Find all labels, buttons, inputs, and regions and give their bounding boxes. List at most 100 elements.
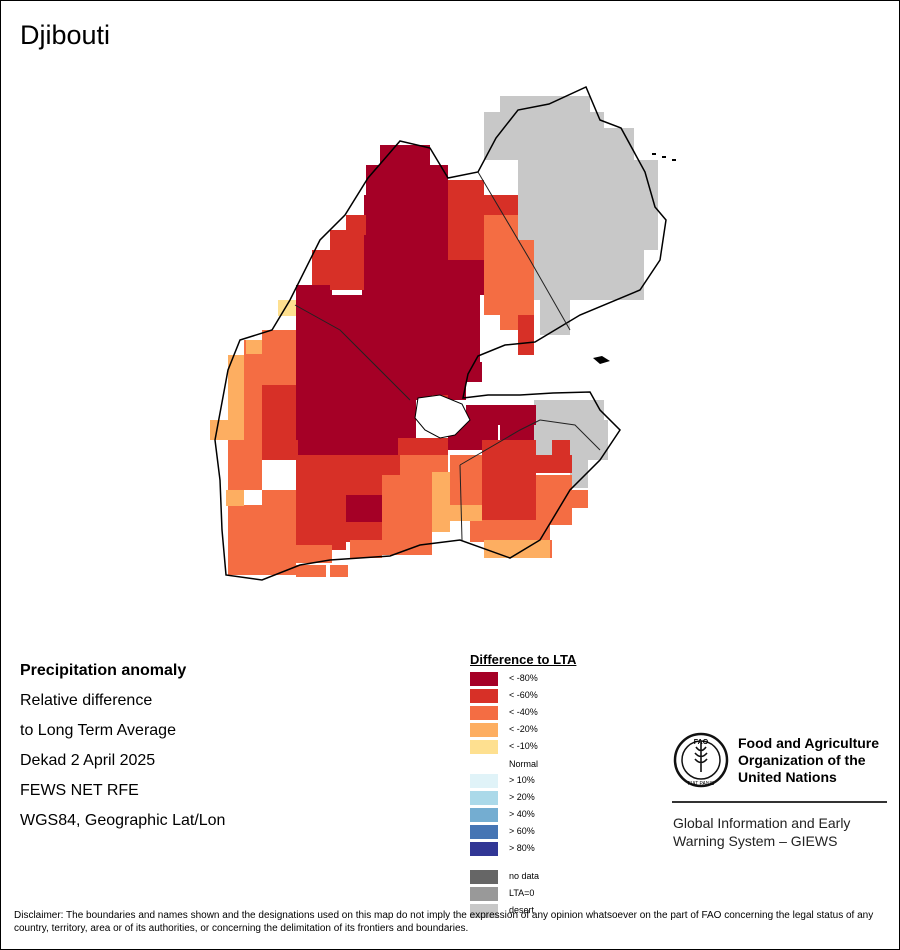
info-line: FEWS NET RFE [20, 782, 139, 799]
legend-label: > 20% [509, 792, 535, 802]
anomaly-cell-desert [518, 160, 658, 240]
fao-logo-icon: FAO FIAT PANIS [673, 732, 729, 788]
legend-swatch [470, 774, 498, 788]
region-boundary [477, 171, 571, 331]
anomaly-cell-m40 [262, 330, 296, 385]
anomaly-cell-m40 [244, 340, 262, 420]
anomaly-cell-m40 [330, 565, 348, 577]
anomaly-cell-desert [640, 190, 658, 250]
legend-swatch [470, 706, 498, 720]
anomaly-cell-m80 [366, 165, 448, 195]
anomaly-cell-m80 [296, 345, 480, 380]
anomaly-cell-m60 [312, 250, 332, 285]
region-boundary [539, 419, 601, 451]
legend-label: < -60% [509, 690, 538, 700]
anomaly-cell-m40 [500, 300, 518, 330]
anomaly-cell-m60 [448, 180, 484, 260]
anomaly-cell-m60 [536, 455, 572, 473]
anomaly-cell-m80 [362, 255, 484, 295]
legend-label: < -20% [509, 724, 538, 734]
legend-swatch [470, 808, 498, 822]
info-line: Relative difference [20, 692, 153, 709]
org-name-line: United Nations [738, 769, 837, 785]
legend-swatch [470, 887, 498, 901]
anomaly-cell-m80 [364, 195, 450, 255]
anomaly-cell-m20 [228, 355, 244, 440]
seven-brothers-islands [652, 153, 676, 161]
legend-swatch [470, 689, 498, 703]
anomaly-cell-m40 [400, 455, 448, 475]
legend-label: > 10% [509, 775, 535, 785]
anomaly-cell-m40 [470, 520, 550, 542]
anomaly-cell-m60 [482, 440, 536, 520]
svg-text:FIAT PANIS: FIAT PANIS [688, 781, 715, 787]
anomaly-cell-m60 [278, 440, 298, 460]
legend-label: LTA=0 [509, 888, 535, 898]
legend-swatch [470, 825, 498, 839]
anomaly-cell-m20 [450, 505, 482, 521]
anomaly-cell-m60 [384, 455, 400, 475]
anomaly-cell-m80 [296, 285, 332, 315]
anomaly-cell-m60 [296, 490, 330, 520]
anomaly-cell-m20 [226, 490, 244, 506]
anomaly-cell-m60 [398, 438, 448, 458]
org-name-line: Organization of the [738, 752, 866, 768]
anomaly-cell-m20 [432, 472, 450, 532]
anomaly-cell-desert [534, 240, 644, 300]
anomaly-cell-desert [500, 96, 590, 116]
anomaly-cell-m60 [346, 522, 382, 542]
anomaly-cell-m80 [466, 362, 482, 382]
legend-swatch [470, 672, 498, 686]
info-line: to Long Term Average [20, 722, 176, 739]
legend-swatch [470, 758, 498, 772]
anomaly-cell-m80 [296, 315, 336, 345]
legend-swatch [470, 740, 498, 754]
system-name: Global Information and Early Warning Sys… [673, 814, 850, 850]
anomaly-cell-m40 [228, 530, 244, 575]
region-boundary [459, 419, 541, 466]
anomaly-cell-m40 [228, 460, 262, 490]
anomaly-cell-desert [484, 112, 604, 160]
legend-label: < -80% [509, 673, 538, 683]
anomaly-cell-m60 [346, 215, 366, 235]
divider [672, 801, 887, 803]
anomaly-cell-desert [570, 460, 588, 488]
legend-label: < -10% [509, 741, 538, 751]
org-name: Food and Agriculture Organization of the… [738, 735, 879, 786]
anomaly-cell-m60 [484, 195, 518, 215]
moucha-island [593, 356, 610, 364]
anomaly-cell-m40 [350, 540, 382, 558]
anomaly-cell-m80 [346, 490, 382, 522]
system-line: Global Information and Early [673, 815, 851, 831]
legend-swatch [470, 791, 498, 805]
legend-label: desert [509, 905, 535, 915]
legend-title: Difference to LTA [470, 652, 577, 667]
map-title: Djibouti [20, 20, 111, 50]
legend-label: < -40% [509, 707, 538, 717]
legend-label: > 40% [509, 809, 535, 819]
anomaly-cell-desert [604, 128, 634, 168]
anomaly-cell-m80 [466, 405, 536, 425]
anomaly-cell-m80 [416, 380, 466, 400]
anomaly-cell-m40 [570, 490, 588, 508]
region-boundary [294, 304, 411, 401]
legend-swatch [470, 870, 498, 884]
anomaly-cell-m40 [244, 420, 262, 470]
anomaly-cell-m60 [518, 315, 534, 330]
legend-swatch [470, 723, 498, 737]
info-heading: Precipitation anomaly [20, 662, 187, 679]
anomaly-cell-m60 [330, 230, 364, 290]
legend-label: no data [509, 871, 540, 881]
legend: Difference to LTA < -80% < -60% < -40% < -2… [470, 652, 670, 918]
org-name-line: Food and Agriculture [738, 735, 880, 751]
svg-text:FAO: FAO [694, 739, 709, 746]
anomaly-cell-m20 [246, 340, 262, 354]
anomaly-cell-m40 [262, 490, 296, 570]
anomaly-cell-m40 [484, 215, 518, 265]
anomaly-cell-m40 [518, 240, 534, 315]
anomaly-cell-m40 [296, 545, 332, 563]
anomaly-cell-m10 [278, 300, 296, 316]
legend-label: > 80% [509, 843, 535, 853]
anomaly-cell-m40 [296, 565, 326, 577]
